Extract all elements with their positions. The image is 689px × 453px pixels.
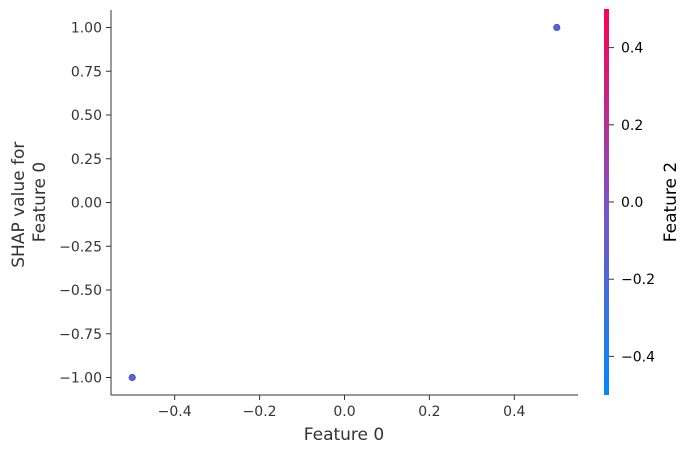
colorbar-tick-label: −0.4 — [621, 349, 655, 365]
colorbar-tick-label: 0.0 — [621, 195, 643, 211]
scatter-points — [128, 23, 561, 382]
y-tick-label: 0.00 — [71, 196, 102, 212]
colorbar-gradient — [604, 9, 609, 395]
colorbar-tick-label: 0.2 — [621, 118, 643, 134]
colorbar-title: Feature 2 — [661, 162, 681, 242]
x-tick-label: −0.2 — [243, 404, 277, 420]
y-ticks: 1.00 0.75 0.50 0.25 0.00 −0.25 −0.50 −0.75 −1.00 — [59, 21, 111, 387]
colorbar-tick-label: −0.2 — [621, 272, 655, 288]
y-tick-label: 0.25 — [71, 152, 102, 168]
colorbar-tick-label: 0.4 — [621, 41, 643, 57]
y-tick-label: −0.75 — [59, 327, 102, 343]
y-axis-title: SHAP value for Feature 0 — [9, 136, 50, 267]
scatter-point — [128, 373, 136, 382]
x-tick-label: 0.2 — [418, 404, 440, 420]
y-tick-label: 0.75 — [71, 64, 102, 80]
y-tick-label: −1.00 — [59, 371, 102, 387]
y-tick-label: 0.50 — [71, 108, 102, 124]
x-tick-label: −0.4 — [158, 404, 192, 420]
x-tick-label: 0.0 — [333, 404, 355, 420]
x-ticks: −0.4 −0.2 0.0 0.2 0.4 — [158, 395, 526, 420]
plot-area: −0.4 −0.2 0.0 0.2 0.4 1.00 0.75 0.50 0.25 0.00 −0… — [59, 10, 578, 420]
y-axis-title-line-1: SHAP value for — [9, 142, 29, 268]
colorbar-ticks: 0.4 0.2 0.0 −0.2 −0.4 — [609, 41, 655, 365]
x-tick-label: 0.4 — [503, 404, 525, 420]
scatter-point — [553, 23, 561, 32]
x-axis-title: Feature 0 — [304, 425, 384, 445]
y-tick-label: −0.50 — [59, 283, 102, 299]
y-tick-label: 1.00 — [71, 21, 102, 37]
y-tick-label: −0.25 — [59, 239, 102, 255]
colorbar: 0.4 0.2 0.0 −0.2 −0.4 Feature 2 — [604, 9, 681, 395]
y-axis-title-line-2: Feature 0 — [30, 162, 50, 242]
